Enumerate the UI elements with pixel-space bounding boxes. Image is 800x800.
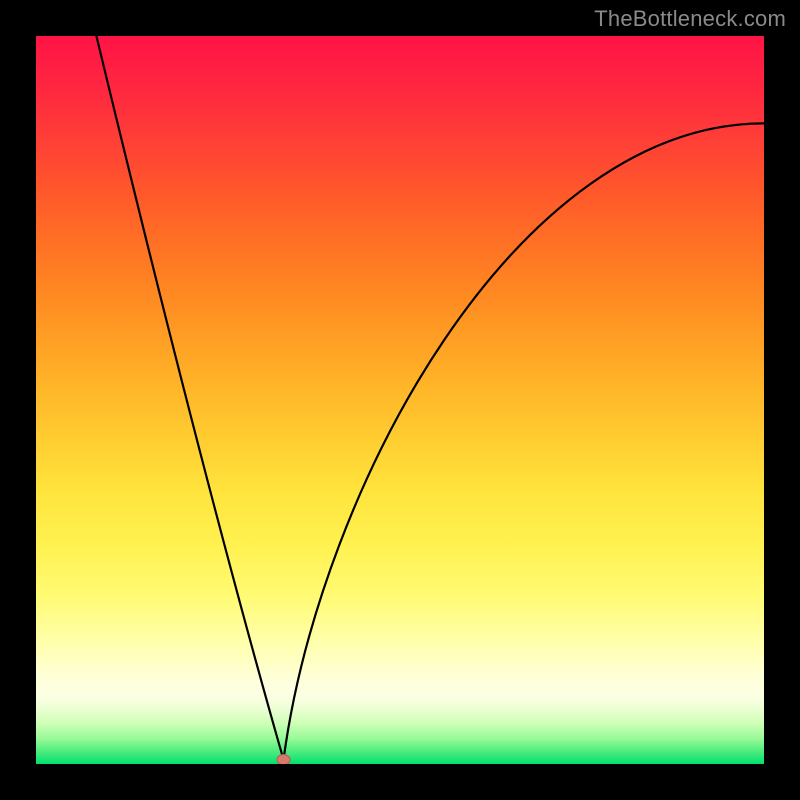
plot-background — [36, 36, 764, 764]
plot-area — [36, 36, 764, 764]
dip-marker — [277, 755, 290, 764]
plot-svg — [36, 36, 764, 764]
canvas: TheBottleneck.com — [0, 0, 800, 800]
attribution-text: TheBottleneck.com — [594, 6, 786, 32]
